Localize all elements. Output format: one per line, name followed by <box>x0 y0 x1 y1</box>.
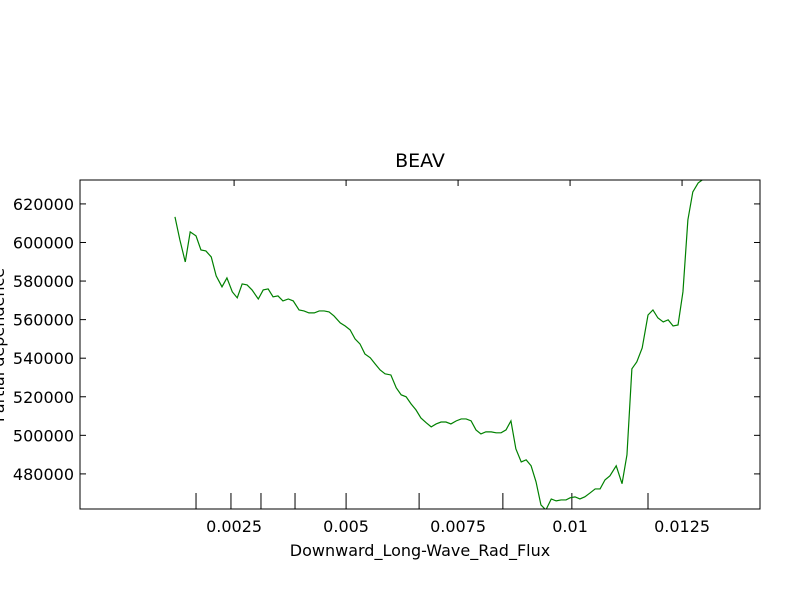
plot-frame <box>79 179 761 510</box>
y-tick-label: 500000 <box>13 426 74 445</box>
y-tick-label: 580000 <box>13 272 74 291</box>
y-tick-label: 540000 <box>13 349 74 368</box>
y-tick-label: 480000 <box>13 465 74 484</box>
chart-title: BEAV <box>395 150 445 172</box>
x-tick-label: 0.0125 <box>654 517 710 536</box>
x-axis-label: Downward_Long-Wave_Rad_Flux <box>290 541 550 561</box>
data-line <box>174 180 703 509</box>
y-tick-label: 620000 <box>13 195 74 214</box>
x-tick-label: 0.005 <box>323 517 369 536</box>
x-tick-label: 0.01 <box>552 517 588 536</box>
x-tick-label: 0.0025 <box>206 517 262 536</box>
y-tick-label: 520000 <box>13 388 74 407</box>
x-tick-label: 0.0075 <box>430 517 486 536</box>
y-tick-label: 600000 <box>13 233 74 252</box>
y-tick-label: 560000 <box>13 311 74 330</box>
y-axis-label: Partial dependence <box>0 268 8 422</box>
